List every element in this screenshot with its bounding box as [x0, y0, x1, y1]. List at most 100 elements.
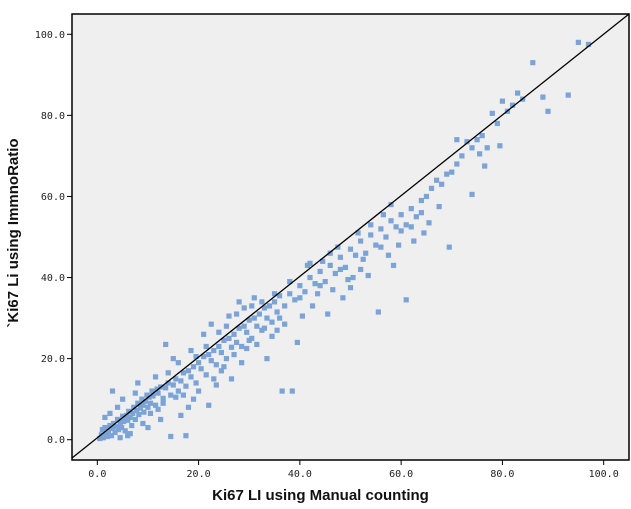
x-tick-label: 80.0 [490, 469, 514, 480]
scatter-point [190, 364, 197, 370]
scatter-point [484, 145, 490, 151]
scatter-point [332, 270, 338, 277]
scatter-point [211, 376, 217, 382]
scatter-point [246, 337, 252, 343]
scatter-point [347, 285, 354, 291]
scatter-point [322, 279, 328, 285]
scatter-point [175, 360, 181, 366]
scatter-point [337, 266, 343, 273]
scatter-point [294, 339, 300, 346]
scatter-point [274, 309, 280, 315]
scatter-point [408, 206, 414, 212]
scatter-point [155, 406, 161, 412]
scatter-point [325, 311, 331, 317]
scatter-point [97, 435, 103, 442]
scatter-point [418, 210, 424, 216]
scatter-point [228, 376, 235, 382]
scatter-point [509, 102, 516, 108]
scatter-point [426, 220, 432, 226]
scatter-point [474, 137, 480, 143]
scatter-point [223, 356, 230, 362]
scatter-point [383, 234, 389, 240]
scatter-point [178, 412, 184, 418]
scatter-point [282, 303, 288, 309]
scatter-point [540, 94, 546, 100]
scatter-point [347, 246, 354, 252]
x-tick-label: 0.0 [88, 469, 106, 480]
scatter-point [350, 274, 356, 281]
scatter-point [127, 414, 133, 421]
scatter-point [233, 339, 240, 346]
scatter-point [287, 279, 293, 285]
fit-line [71, 13, 630, 459]
scatter-point [195, 360, 202, 366]
scatter-point [193, 380, 199, 386]
x-tick-label: 20.0 [187, 469, 211, 480]
scatter-point [297, 295, 303, 301]
scatter-point [249, 303, 255, 309]
scatter-point [226, 313, 232, 319]
scatter-point [183, 433, 189, 439]
scatter-point [231, 331, 237, 337]
scatter-point [585, 41, 592, 48]
scatter-point [122, 428, 128, 434]
scatter-point [360, 256, 366, 262]
scatter-point [213, 382, 219, 388]
scatter-point [320, 258, 326, 264]
scatter-point [287, 291, 293, 297]
scatter-point [147, 400, 154, 406]
scatter-point [108, 433, 115, 439]
scatter-point [251, 295, 257, 301]
scatter-point [221, 364, 227, 370]
scatter-point [482, 163, 488, 169]
scatter-point [188, 374, 194, 380]
scatter-point [378, 226, 384, 232]
scatter-point [352, 252, 359, 258]
scatter-point [173, 376, 179, 382]
scatter-point [120, 413, 126, 419]
scatter-point [365, 272, 371, 279]
scatter-point [117, 420, 123, 426]
scatter-point [188, 347, 194, 354]
scatter-point [282, 321, 288, 327]
scatter-point [355, 230, 361, 236]
y-tick-label: 40.0 [41, 273, 65, 284]
scatter-point [165, 380, 171, 386]
scatter-point [121, 418, 127, 425]
scatter-point [198, 366, 204, 372]
scatter-point [132, 390, 138, 396]
scatter-point [130, 410, 136, 416]
scatter-point [183, 383, 189, 389]
scatter-point [145, 424, 151, 431]
scatter-point [125, 433, 131, 439]
scatter-point [530, 60, 536, 66]
scatter-point [444, 171, 450, 177]
scatter-point [246, 317, 252, 323]
scatter-point [256, 311, 262, 317]
scatter-point [459, 153, 465, 159]
scatter-point [358, 238, 364, 244]
scatter-point [226, 335, 232, 341]
scatter-point [439, 181, 445, 187]
scatter-point [149, 388, 155, 394]
scatter-point [269, 333, 275, 339]
scatter-point [403, 297, 409, 303]
scatter-point [173, 394, 179, 400]
scatter-point [244, 345, 250, 352]
scatter-point [124, 412, 130, 418]
scatter-point [201, 331, 207, 337]
scatter-point [477, 151, 483, 157]
scatter-point [113, 424, 120, 430]
scatter-point [218, 368, 224, 374]
scatter-point [469, 191, 475, 198]
scatter-point [180, 392, 186, 398]
y-tick-label: 20.0 [41, 354, 65, 365]
scatter-point [126, 408, 132, 414]
scatter-point [170, 356, 176, 362]
scatter-point [446, 244, 452, 250]
scatter-point [206, 351, 212, 358]
scatter-point [193, 354, 199, 360]
scatter-point [228, 344, 235, 350]
scatter-point [131, 404, 137, 410]
